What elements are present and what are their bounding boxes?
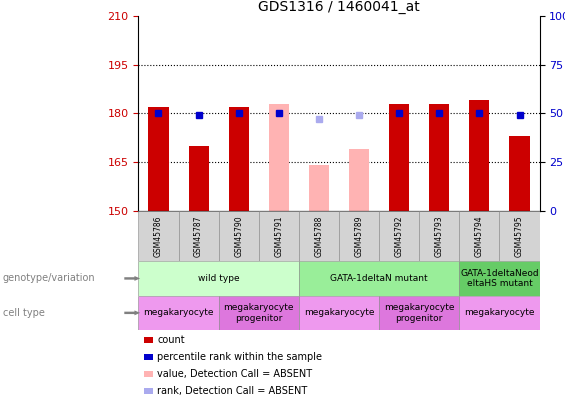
Text: GSM45792: GSM45792: [395, 215, 403, 257]
Text: megakaryocyte: megakaryocyte: [464, 308, 534, 318]
Bar: [269, 104, 289, 211]
Text: wild type: wild type: [198, 274, 240, 283]
Text: GSM45789: GSM45789: [355, 215, 363, 257]
Bar: [339, 211, 379, 261]
Bar: [389, 104, 409, 211]
Text: rank, Detection Call = ABSENT: rank, Detection Call = ABSENT: [157, 386, 307, 396]
Bar: [510, 136, 529, 211]
Text: GSM45791: GSM45791: [275, 215, 283, 257]
Bar: [138, 261, 299, 296]
Bar: [219, 296, 299, 330]
Bar: [349, 149, 369, 211]
Bar: [299, 296, 379, 330]
Bar: [379, 296, 459, 330]
Bar: [459, 261, 540, 296]
Text: megakaryocyte: megakaryocyte: [144, 308, 214, 318]
Bar: [259, 211, 299, 261]
Text: GSM45793: GSM45793: [435, 215, 444, 257]
Text: megakaryocyte
progenitor: megakaryocyte progenitor: [384, 303, 454, 322]
Text: GSM45794: GSM45794: [475, 215, 484, 257]
Bar: [429, 104, 449, 211]
Title: GDS1316 / 1460041_at: GDS1316 / 1460041_at: [258, 0, 420, 14]
Bar: [459, 211, 499, 261]
Bar: [470, 100, 489, 211]
Bar: [138, 211, 179, 261]
Text: GSM45787: GSM45787: [194, 215, 203, 257]
Bar: [179, 211, 219, 261]
Bar: [138, 296, 219, 330]
Text: genotype/variation: genotype/variation: [3, 273, 95, 283]
Bar: [459, 296, 540, 330]
Text: GATA-1deltaN mutant: GATA-1deltaN mutant: [331, 274, 428, 283]
Bar: [189, 146, 208, 211]
Text: value, Detection Call = ABSENT: value, Detection Call = ABSENT: [157, 369, 312, 379]
Text: megakaryocyte
progenitor: megakaryocyte progenitor: [224, 303, 294, 322]
Text: GSM45788: GSM45788: [315, 215, 323, 257]
Bar: [299, 261, 459, 296]
Bar: [499, 211, 540, 261]
Text: count: count: [157, 335, 185, 345]
Bar: [419, 211, 459, 261]
Bar: [299, 211, 339, 261]
Bar: [309, 165, 329, 211]
Text: GSM45790: GSM45790: [234, 215, 243, 257]
Text: GATA-1deltaNeod
eltaHS mutant: GATA-1deltaNeod eltaHS mutant: [460, 269, 539, 288]
Text: percentile rank within the sample: percentile rank within the sample: [157, 352, 322, 362]
Text: GSM45795: GSM45795: [515, 215, 524, 257]
Text: cell type: cell type: [3, 308, 45, 318]
Bar: [219, 211, 259, 261]
Bar: [379, 211, 419, 261]
Bar: [229, 107, 249, 211]
Text: megakaryocyte: megakaryocyte: [304, 308, 374, 318]
Text: GSM45786: GSM45786: [154, 215, 163, 257]
Bar: [149, 107, 168, 211]
